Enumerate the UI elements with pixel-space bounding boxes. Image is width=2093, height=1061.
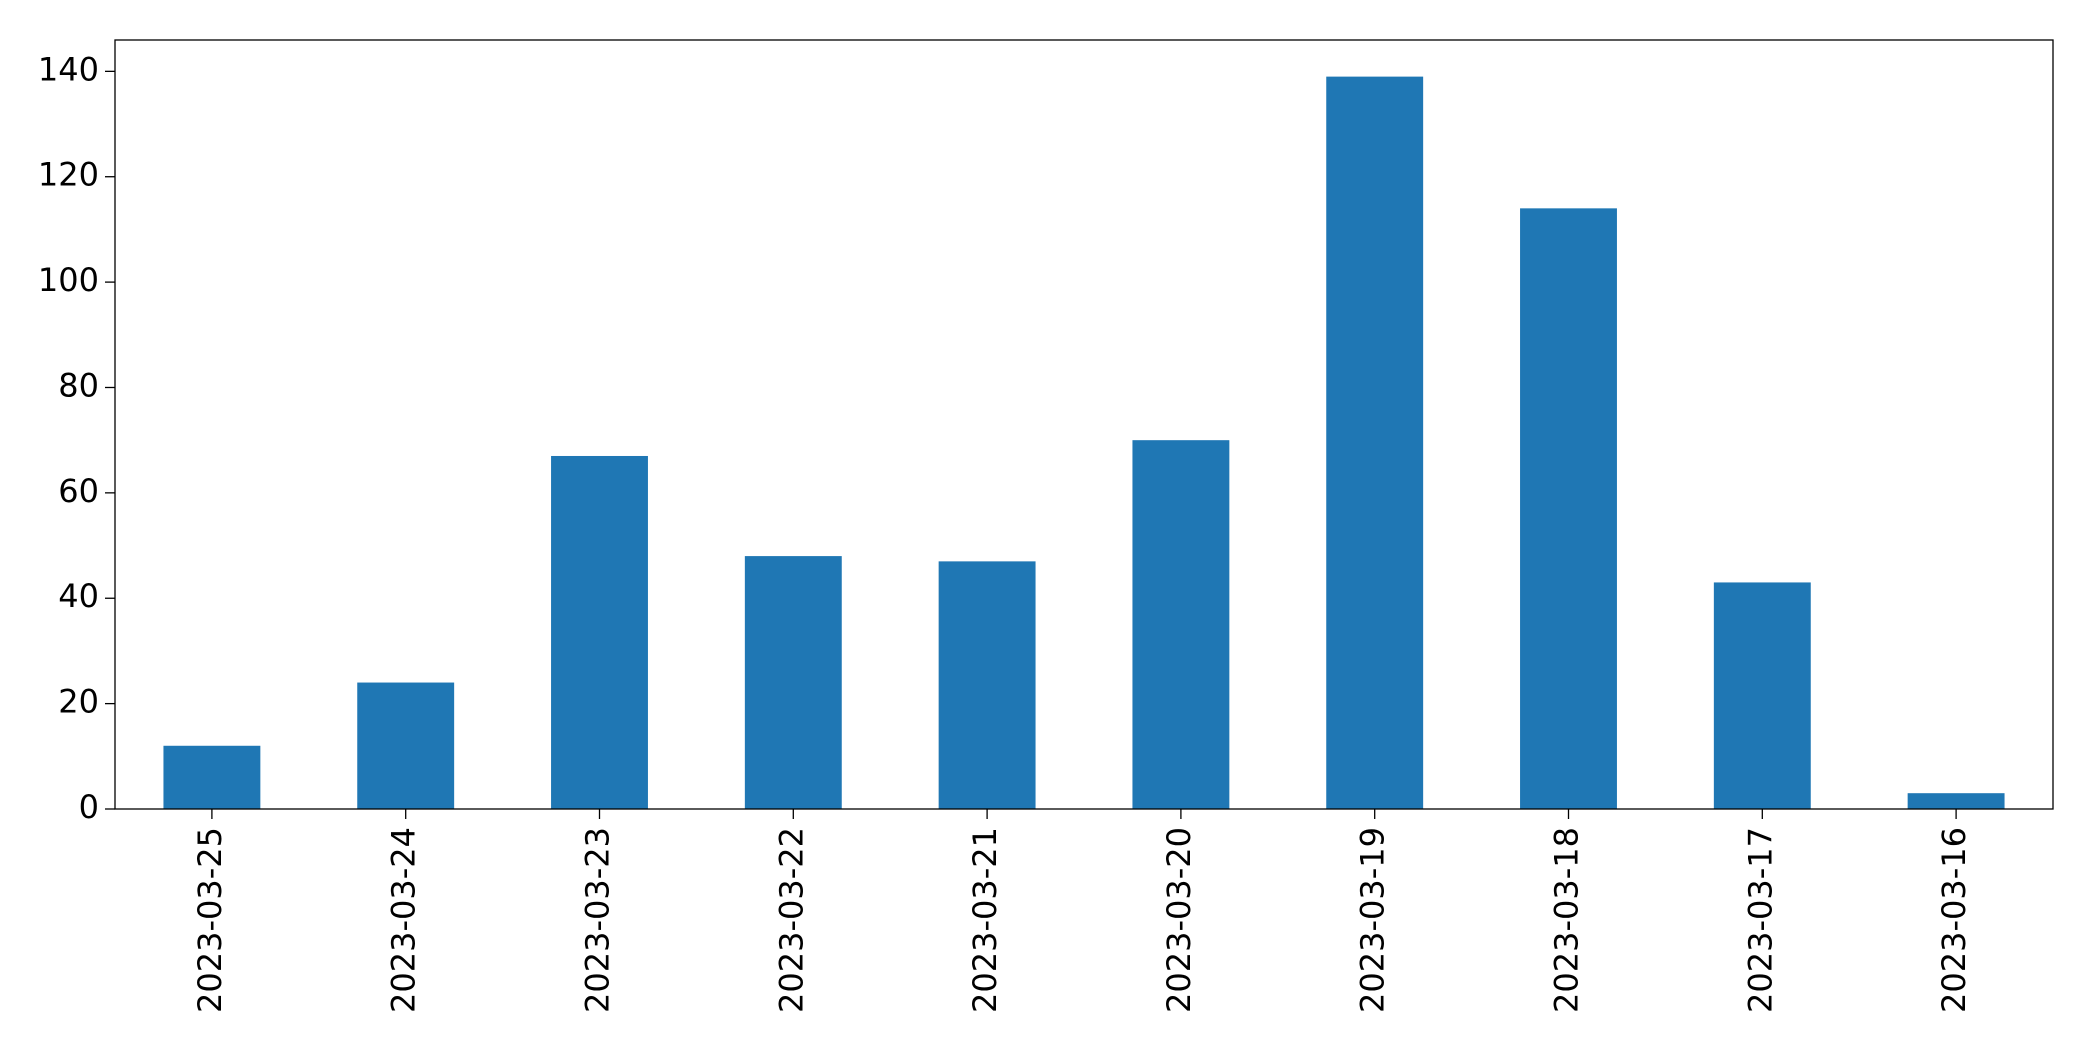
bar	[744, 556, 842, 809]
y-tick-label: 80	[58, 366, 99, 404]
x-tick-label: 2023-03-20	[1160, 827, 1198, 1013]
y-tick-label: 60	[58, 472, 99, 510]
x-tick-label: 2023-03-17	[1741, 827, 1779, 1013]
bar	[163, 745, 261, 809]
bar	[1520, 208, 1617, 810]
y-tick-label: 40	[58, 577, 99, 615]
x-tick-label: 2023-03-18	[1548, 827, 1586, 1013]
bar	[551, 455, 648, 809]
bar	[1326, 76, 1424, 810]
y-tick-label: 100	[38, 261, 99, 299]
y-tick-label: 120	[38, 156, 99, 194]
bar	[1132, 440, 1230, 809]
bar	[1713, 582, 1811, 809]
bar	[1907, 793, 2005, 809]
y-tick-label: 0	[79, 788, 99, 826]
x-tick-label: 2023-03-19	[1354, 827, 1392, 1013]
y-tick-label: 140	[38, 50, 99, 88]
axes-frame	[114, 39, 2054, 810]
x-tick-label: 2023-03-22	[772, 827, 810, 1013]
x-tick-label: 2023-03-21	[966, 827, 1004, 1013]
x-tick-label: 2023-03-16	[1935, 827, 1973, 1013]
y-tick-label: 20	[58, 683, 99, 721]
x-tick-label: 2023-03-23	[579, 827, 617, 1013]
x-tick-label: 2023-03-24	[385, 827, 423, 1013]
bar	[357, 682, 455, 809]
x-tick-label: 2023-03-25	[191, 827, 229, 1013]
bar	[938, 561, 1036, 809]
